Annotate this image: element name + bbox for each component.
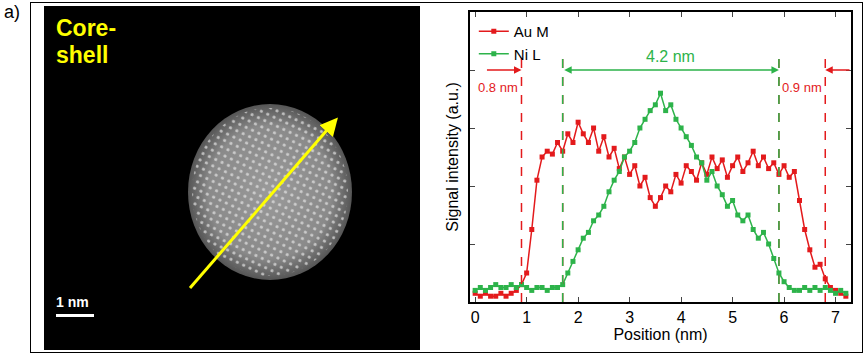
svg-text:Ni L: Ni L	[514, 46, 541, 63]
svg-text:4: 4	[677, 309, 686, 326]
svg-text:1: 1	[522, 309, 531, 326]
svg-text:0: 0	[471, 309, 480, 326]
svg-text:1 nm: 1 nm	[56, 294, 89, 310]
svg-text:Position (nm): Position (nm)	[613, 326, 707, 343]
svg-text:4.2 nm: 4.2 nm	[646, 48, 695, 65]
svg-text:shell: shell	[56, 42, 108, 68]
svg-text:Core-: Core-	[56, 15, 116, 41]
html-text:a): a)	[4, 2, 20, 22]
svg-text:6: 6	[780, 309, 789, 326]
svg-text:2: 2	[574, 309, 583, 326]
svg-text:0.8 nm: 0.8 nm	[478, 80, 518, 95]
svg-text:Au M: Au M	[514, 23, 549, 40]
svg-text:5: 5	[728, 309, 737, 326]
svg-text:Signal intensity (a.u.): Signal intensity (a.u.)	[444, 82, 461, 231]
svg-text:3: 3	[625, 309, 634, 326]
svg-text:0.9 nm: 0.9 nm	[782, 80, 822, 95]
svg-text:7: 7	[831, 309, 840, 326]
